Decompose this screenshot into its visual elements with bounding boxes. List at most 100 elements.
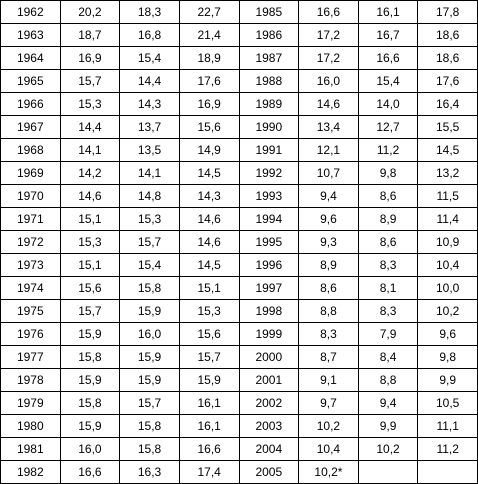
value-cell: 7,9: [358, 323, 419, 346]
value-cell: 10,5: [418, 392, 478, 415]
value-cell: 10,9: [418, 231, 478, 254]
year-cell: 1969: [1, 162, 61, 185]
value-cell: 8,6: [358, 231, 419, 254]
value-cell: 8,8: [299, 300, 359, 323]
year-cell: 1972: [1, 231, 61, 254]
value-cell: 9,7: [299, 392, 359, 415]
value-cell: 16,6: [299, 1, 359, 24]
year-cell: 2001: [239, 369, 300, 392]
value-cell: 14,2: [60, 162, 121, 185]
value-cell: 16,1: [179, 392, 240, 415]
value-cell: 15,9: [179, 369, 240, 392]
value-cell: 15,3: [120, 208, 180, 231]
value-cell: 8,3: [358, 254, 419, 277]
value-cell: 15,5: [418, 116, 478, 139]
value-cell: 16,0: [120, 323, 180, 346]
value-cell: 13,2: [418, 162, 478, 185]
value-cell: 14,5: [179, 162, 240, 185]
value-cell: 15,3: [60, 231, 121, 254]
value-cell: 20,2: [60, 1, 121, 24]
year-cell: 1985: [239, 1, 300, 24]
year-cell: 1994: [239, 208, 300, 231]
value-cell: 11,4: [418, 208, 478, 231]
value-cell: 14,4: [60, 116, 121, 139]
value-cell: 15,1: [60, 254, 121, 277]
value-cell: 15,9: [60, 415, 121, 438]
value-cell: 16,0: [299, 70, 359, 93]
year-cell: 1992: [239, 162, 300, 185]
value-cell: 15,9: [120, 300, 180, 323]
value-cell: 8,9: [299, 254, 359, 277]
value-cell: 22,7: [179, 1, 240, 24]
value-cell: 14,0: [358, 93, 419, 116]
year-cell: 2005: [239, 461, 300, 484]
value-cell: 15,7: [179, 346, 240, 369]
value-cell: 16,6: [358, 47, 419, 70]
value-cell: 18,7: [60, 24, 121, 47]
year-cell: 1971: [1, 208, 61, 231]
value-cell: 8,6: [358, 185, 419, 208]
value-cell: 11,5: [418, 185, 478, 208]
value-cell: 15,1: [60, 208, 121, 231]
year-cell: 1996: [239, 254, 300, 277]
value-cell: 17,6: [418, 70, 478, 93]
year-cell: 1977: [1, 346, 61, 369]
value-cell: 8,4: [358, 346, 419, 369]
value-cell: 17,2: [299, 24, 359, 47]
value-cell: 16,1: [179, 415, 240, 438]
year-cell: 1965: [1, 70, 61, 93]
value-cell: 15,9: [120, 346, 180, 369]
empty-cell: [358, 461, 419, 484]
value-cell: 16,9: [60, 47, 121, 70]
value-cell: 14,9: [179, 139, 240, 162]
value-cell: 17,8: [418, 1, 478, 24]
value-cell: 16,7: [358, 24, 419, 47]
value-cell: 9,9: [418, 369, 478, 392]
value-cell: 15,8: [60, 346, 121, 369]
year-cell: 1978: [1, 369, 61, 392]
year-cell: 1991: [239, 139, 300, 162]
value-cell: 15,9: [120, 369, 180, 392]
year-cell: 1997: [239, 277, 300, 300]
value-cell: 15,9: [60, 369, 121, 392]
value-cell: 14,4: [120, 70, 180, 93]
value-cell: 15,6: [60, 277, 121, 300]
value-cell: 18,3: [120, 1, 180, 24]
value-cell: 10,7: [299, 162, 359, 185]
value-cell: 16,9: [179, 93, 240, 116]
year-cell: 1999: [239, 323, 300, 346]
year-cell: 1979: [1, 392, 61, 415]
value-cell: 16,0: [60, 438, 121, 461]
value-cell: 14,6: [60, 185, 121, 208]
value-cell: 13,7: [120, 116, 180, 139]
empty-cell: [418, 461, 478, 484]
value-cell: 9,4: [299, 185, 359, 208]
year-cell: 2003: [239, 415, 300, 438]
value-cell: 15,7: [60, 300, 121, 323]
value-cell: 9,9: [358, 415, 419, 438]
value-cell: 8,3: [299, 323, 359, 346]
value-cell: 16,3: [120, 461, 180, 484]
value-cell: 16,4: [418, 93, 478, 116]
value-cell: 9,4: [358, 392, 419, 415]
value-cell: 8,6: [299, 277, 359, 300]
value-cell: 14,1: [120, 162, 180, 185]
year-cell: 1974: [1, 277, 61, 300]
value-cell: 11,2: [358, 139, 419, 162]
year-cell: 2002: [239, 392, 300, 415]
value-cell: 9,3: [299, 231, 359, 254]
value-cell: 11,2: [418, 438, 478, 461]
year-cell: 1981: [1, 438, 61, 461]
value-cell: 14,6: [299, 93, 359, 116]
value-cell: 15,6: [179, 116, 240, 139]
value-cell: 14,6: [179, 208, 240, 231]
value-cell: 15,8: [120, 415, 180, 438]
value-cell: 9,8: [418, 346, 478, 369]
year-cell: 1962: [1, 1, 61, 24]
value-cell: 14,3: [179, 185, 240, 208]
value-cell: 11,1: [418, 415, 478, 438]
value-cell: 9,6: [299, 208, 359, 231]
value-cell: 17,2: [299, 47, 359, 70]
value-cell: 9,1: [299, 369, 359, 392]
